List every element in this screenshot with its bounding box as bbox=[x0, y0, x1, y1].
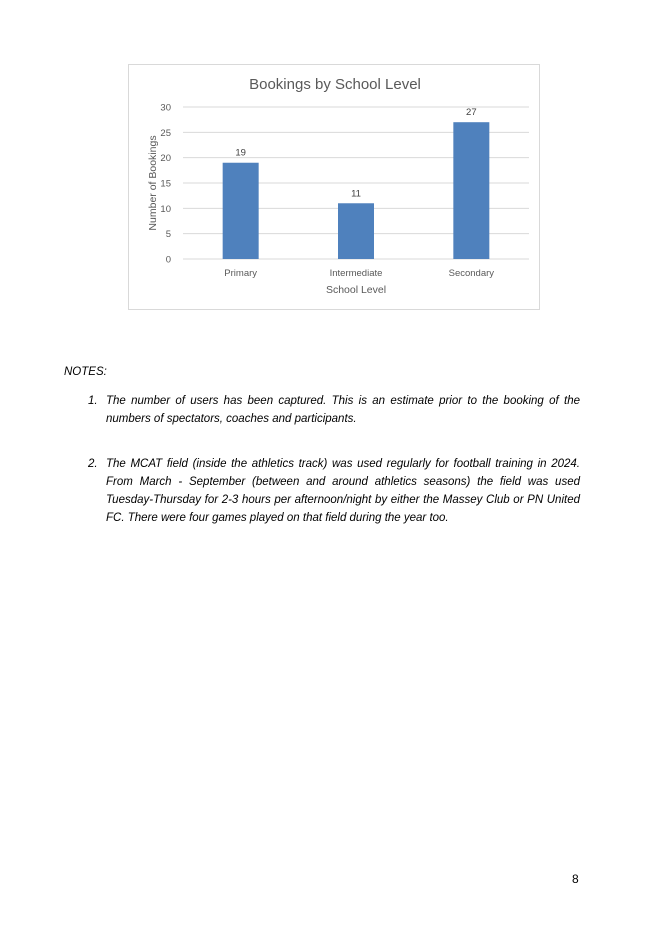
bar-primary bbox=[222, 162, 259, 259]
y-tick-label: 5 bbox=[166, 229, 171, 240]
notes-heading: NOTES: bbox=[64, 366, 107, 378]
y-tick-label: 15 bbox=[160, 179, 171, 190]
data-label: 27 bbox=[466, 107, 477, 118]
note-item: 1. The number of users has been captured… bbox=[88, 392, 580, 428]
x-tick-label: Primary bbox=[224, 268, 257, 279]
data-label: 11 bbox=[351, 188, 361, 199]
y-tick-label: 25 bbox=[160, 128, 171, 139]
note-number: 1. bbox=[88, 395, 98, 407]
x-tick-label: Secondary bbox=[449, 268, 495, 279]
data-label: 19 bbox=[235, 148, 246, 159]
note-text: The number of users has been captured. T… bbox=[106, 395, 580, 425]
y-axis-label: Number of Bookings bbox=[147, 135, 159, 230]
note-item: 2. The MCAT field (inside the athletics … bbox=[88, 455, 580, 527]
y-tick-label: 0 bbox=[166, 255, 171, 266]
y-tick-label: 10 bbox=[160, 204, 171, 215]
chart-title: Bookings by School Level bbox=[249, 76, 421, 93]
x-axis-label: School Level bbox=[326, 284, 386, 296]
bar-intermediate bbox=[338, 203, 374, 259]
chart-canvas: Bookings by School Level 0 5 10 15 20 25 30 19 Pr… bbox=[147, 76, 529, 296]
y-tick-label: 20 bbox=[160, 153, 171, 164]
note-text: The MCAT field (inside the athletics tra… bbox=[106, 458, 580, 524]
page-number: 8 bbox=[572, 872, 579, 886]
bar-chart: Bookings by School Level 0 5 10 15 20 25 30 19 Pr… bbox=[128, 64, 540, 310]
note-number: 2. bbox=[88, 458, 98, 470]
x-tick-label: Intermediate bbox=[330, 268, 383, 279]
bar-secondary bbox=[453, 122, 490, 259]
y-tick-label: 30 bbox=[160, 103, 171, 114]
